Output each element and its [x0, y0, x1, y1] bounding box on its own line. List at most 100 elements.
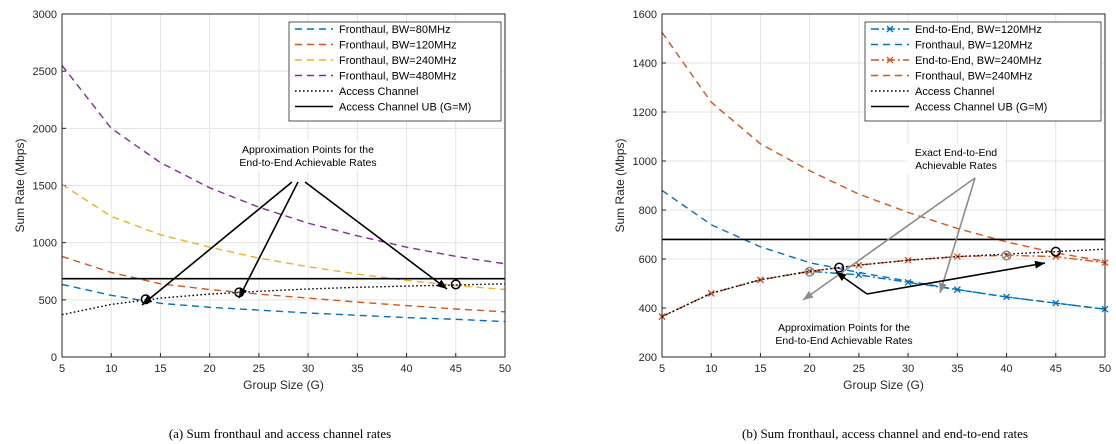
x-tick-label: 50 — [1099, 363, 1111, 375]
approx-annotation-arrow-head — [836, 272, 847, 282]
series-line-1 — [661, 189, 1106, 310]
series-point-2 — [953, 253, 961, 261]
y-axis-label: Sum Rate (Mbps) — [13, 138, 27, 232]
approx-annotation-arrow-head — [1034, 260, 1045, 269]
legend-label: Access Channel UB (G=M) — [915, 102, 1047, 114]
y-tick-label: 1600 — [633, 9, 657, 21]
y-tick-label: 1000 — [633, 156, 657, 168]
legend-label: Fronthaul, BW=120MHz — [915, 40, 1033, 52]
exact-annotation-arrow — [939, 177, 976, 294]
approx-annotation-arrow-head — [142, 295, 153, 305]
axes-box — [61, 13, 506, 358]
x-tick-label: 40 — [1000, 363, 1012, 375]
x-tick-label: 30 — [302, 363, 314, 375]
approx-annotation-arrow — [866, 262, 1046, 295]
y-tick-label: 0 — [51, 352, 57, 364]
x-tick-label: 35 — [351, 363, 363, 375]
y-tick-label: 1000 — [33, 238, 57, 250]
legend-box — [288, 21, 502, 122]
approx-annotation-arrow — [304, 181, 448, 290]
legend-label: End-to-End, BW=120MHz — [915, 24, 1042, 36]
x-tick-label: 45 — [450, 363, 462, 375]
legend-label: End-to-End, BW=240MHz — [915, 55, 1042, 67]
approx-annotation-text: Approximation Points for the — [778, 322, 910, 334]
x-tick-label: 15 — [754, 363, 766, 375]
approx-point-marker — [450, 279, 461, 290]
legend: End-to-End, BW=120MHz Fronthaul, BW=120MH… — [864, 21, 1102, 122]
y-tick-label: 3000 — [33, 9, 57, 21]
figure-caption: (b) Sum fronthaul, access channel and en… — [742, 426, 1028, 441]
exact-annotation-arrow-head — [803, 290, 814, 300]
y-tick-label: 2000 — [33, 123, 57, 135]
approx-annotation-bg — [761, 319, 927, 349]
series-line-0 — [661, 270, 1106, 318]
x-tick-label: 50 — [499, 363, 511, 375]
x-tick-label: 10 — [105, 363, 117, 375]
y-tick-label: 800 — [639, 205, 657, 217]
series-line-2 — [661, 254, 1106, 318]
series-line-0 — [61, 283, 506, 323]
x-tick-label: 40 — [400, 363, 412, 375]
x-tick-label: 30 — [902, 363, 914, 375]
series-point-2 — [904, 256, 912, 264]
series-line-2 — [61, 183, 506, 291]
chart-b: 5 10 15 20 25 30 35 40 45 50 200 400 600 800 1000 1200 1… — [613, 9, 1111, 441]
x-tick-label: 35 — [951, 363, 963, 375]
approx-annotation-text: End-to-End Achievable Rates — [775, 335, 912, 347]
approx-annotation-arrow-head — [239, 287, 248, 298]
x-tick-label: 5 — [659, 363, 665, 375]
legend-label: Fronthaul, BW=120MHz — [339, 40, 457, 52]
exact-point-marker — [1001, 250, 1012, 261]
x-tick-label: 10 — [705, 363, 717, 375]
x-tick-label: 25 — [853, 363, 865, 375]
y-tick-label: 2500 — [33, 66, 57, 78]
y-tick-label: 1500 — [33, 181, 57, 193]
approx-point-marker — [1050, 246, 1061, 257]
x-axis-label: Group Size (G) — [243, 378, 324, 392]
legend-label: Fronthaul, BW=240MHz — [339, 55, 457, 67]
legend-label: Access Channel UB (G=M) — [339, 102, 471, 114]
y-tick-label: 1200 — [633, 107, 657, 119]
exact-point-marker — [804, 266, 815, 277]
legend-marker — [886, 56, 894, 64]
x-axis-label: Group Size (G) — [843, 378, 924, 392]
chart-a: 5 10 15 20 25 30 35 40 45 50050010001500200025003… — [13, 9, 511, 441]
legend-label: Access Channel — [339, 86, 419, 98]
series-point-2 — [1003, 251, 1011, 259]
exact-annotation-arrow-head — [939, 282, 947, 293]
exact-annotation-text: Achievable Rates — [915, 160, 997, 172]
series-point-0 — [904, 278, 912, 286]
axes-box — [661, 13, 1106, 358]
approx-point-marker — [834, 262, 845, 273]
y-axis-label: Sum Rate (Mbps) — [613, 138, 627, 232]
approx-annotation-arrow — [141, 181, 293, 306]
x-tick-label: 25 — [253, 363, 265, 375]
y-tick-label: 200 — [639, 352, 657, 364]
approx-annotation-arrow-head — [436, 279, 447, 289]
legend-label: Fronthaul, BW=80MHz — [339, 24, 451, 36]
legend-marker — [886, 25, 894, 33]
y-tick-label: 1400 — [633, 58, 657, 70]
approx-annotation-text: End-to-End Achievable Rates — [239, 157, 376, 169]
legend-box — [864, 21, 1102, 122]
exact-annotation-bg — [907, 144, 1005, 174]
legend: Fronthaul, BW=80MHz Fronthaul, BW=120MHz F… — [288, 21, 502, 122]
legend-label: Fronthaul, BW=480MHz — [339, 71, 457, 83]
x-tick-label: 15 — [154, 363, 166, 375]
series-line-3 — [61, 64, 506, 265]
approx-annotation-bg — [225, 141, 391, 171]
series-point-0 — [1052, 299, 1060, 307]
legend-label: Access Channel — [915, 86, 995, 98]
x-tick-label: 20 — [204, 363, 216, 375]
y-tick-label: 500 — [39, 295, 57, 307]
exact-annotation-text: Exact End-to-End — [915, 147, 997, 159]
x-tick-label: 45 — [1050, 363, 1062, 375]
series-point-2 — [806, 267, 814, 275]
x-tick-label: 20 — [804, 363, 816, 375]
approx-annotation-text: Approximation Points for the — [242, 144, 374, 156]
legend-label: Fronthaul, BW=240MHz — [915, 71, 1033, 83]
figure-caption: (a) Sum fronthaul and access channel rat… — [169, 426, 391, 441]
exact-annotation-arrow — [802, 177, 976, 301]
y-tick-label: 600 — [639, 254, 657, 266]
